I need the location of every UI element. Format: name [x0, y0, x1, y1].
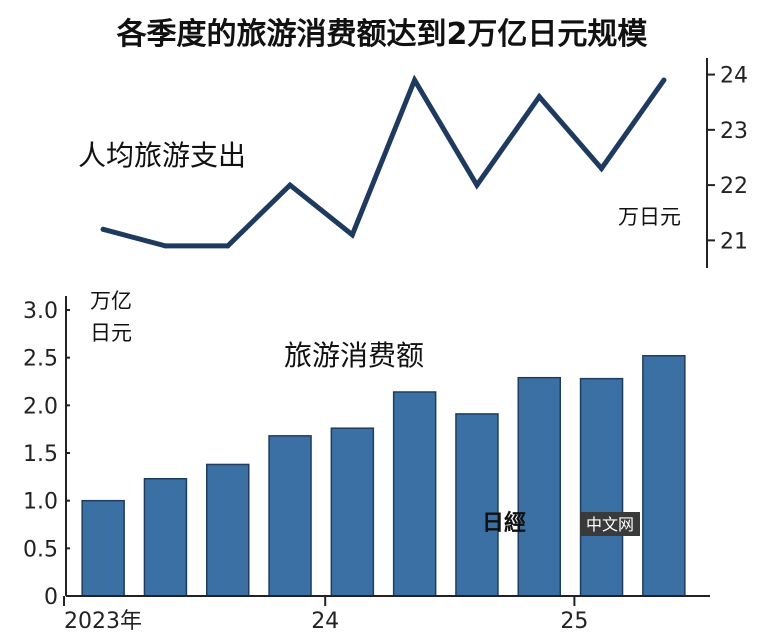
line-point: [536, 94, 542, 100]
bar-y-tick-label: 0: [44, 585, 58, 610]
line-series: [100, 74, 667, 249]
bar-x-tick-label: 24: [311, 609, 339, 634]
bar-y-tick-label: 1.5: [23, 442, 58, 467]
line-point: [412, 77, 418, 83]
line-series-path: [100, 74, 667, 249]
line-y-ticks: 21 22 23 24: [707, 64, 748, 254]
bar-x-tick-label: 25: [560, 609, 588, 634]
bar-x-ticks: 2023年 24 25: [63, 596, 588, 634]
bar: [81, 499, 125, 597]
bar: [579, 377, 624, 597]
line-chart: 人均旅游支出 万日元 21 22 23 24: [78, 58, 748, 268]
line-point: [474, 182, 480, 188]
line-y-tick-label: 21: [720, 229, 748, 254]
bar-x-tick-label: 2023年: [64, 609, 142, 634]
bar: [330, 427, 375, 597]
watermark-text: 中文网: [586, 515, 634, 534]
bar-y-ticks: 0 0.5 1.0 1.5 2.0 2.5 3.0: [23, 299, 58, 610]
bar-chart: 旅游消费额 万亿 日元 00.51.01.52.02.53.0 2023年 24 2…: [23, 289, 710, 634]
bar-unit-label-line1: 万亿: [90, 289, 132, 313]
line-point: [287, 182, 293, 188]
bar: [455, 413, 499, 597]
bar-series: [81, 355, 686, 597]
bar: [517, 376, 561, 597]
line-unit-label: 万日元: [618, 205, 681, 229]
bar: [268, 435, 312, 597]
line-point: [599, 166, 605, 172]
bar-chart-title: 旅游消费额: [284, 339, 424, 372]
bar: [642, 355, 686, 597]
watermark-logo: 日經: [482, 510, 526, 536]
bar: [392, 391, 437, 597]
line-point: [661, 77, 667, 83]
watermark-box: [580, 512, 640, 536]
line-point: [162, 243, 168, 249]
line-point: [225, 243, 231, 249]
line-y-tick-label: 22: [720, 174, 748, 199]
bar-y-tick-label: 2.0: [23, 394, 58, 419]
line-y-tick-label: 23: [720, 119, 748, 144]
figure-title: 各季度的旅游消费额达到2万亿日元规模: [116, 17, 648, 52]
line-point: [100, 226, 106, 232]
bar: [206, 463, 250, 597]
bar-y-tick-label: 1.0: [23, 490, 58, 515]
bar-unit-label-line2: 日元: [90, 321, 132, 345]
bar-y-tick-label: 2.5: [23, 347, 58, 372]
watermark: 日經 中文网: [482, 510, 640, 536]
line-chart-title: 人均旅游支出: [78, 139, 246, 172]
line-point: [349, 232, 355, 238]
bar: [143, 477, 188, 597]
bar-y-tick-label: 0.5: [23, 537, 58, 562]
line-y-tick-label: 24: [720, 64, 748, 89]
bar-y-tick-label: 3.0: [23, 299, 58, 324]
